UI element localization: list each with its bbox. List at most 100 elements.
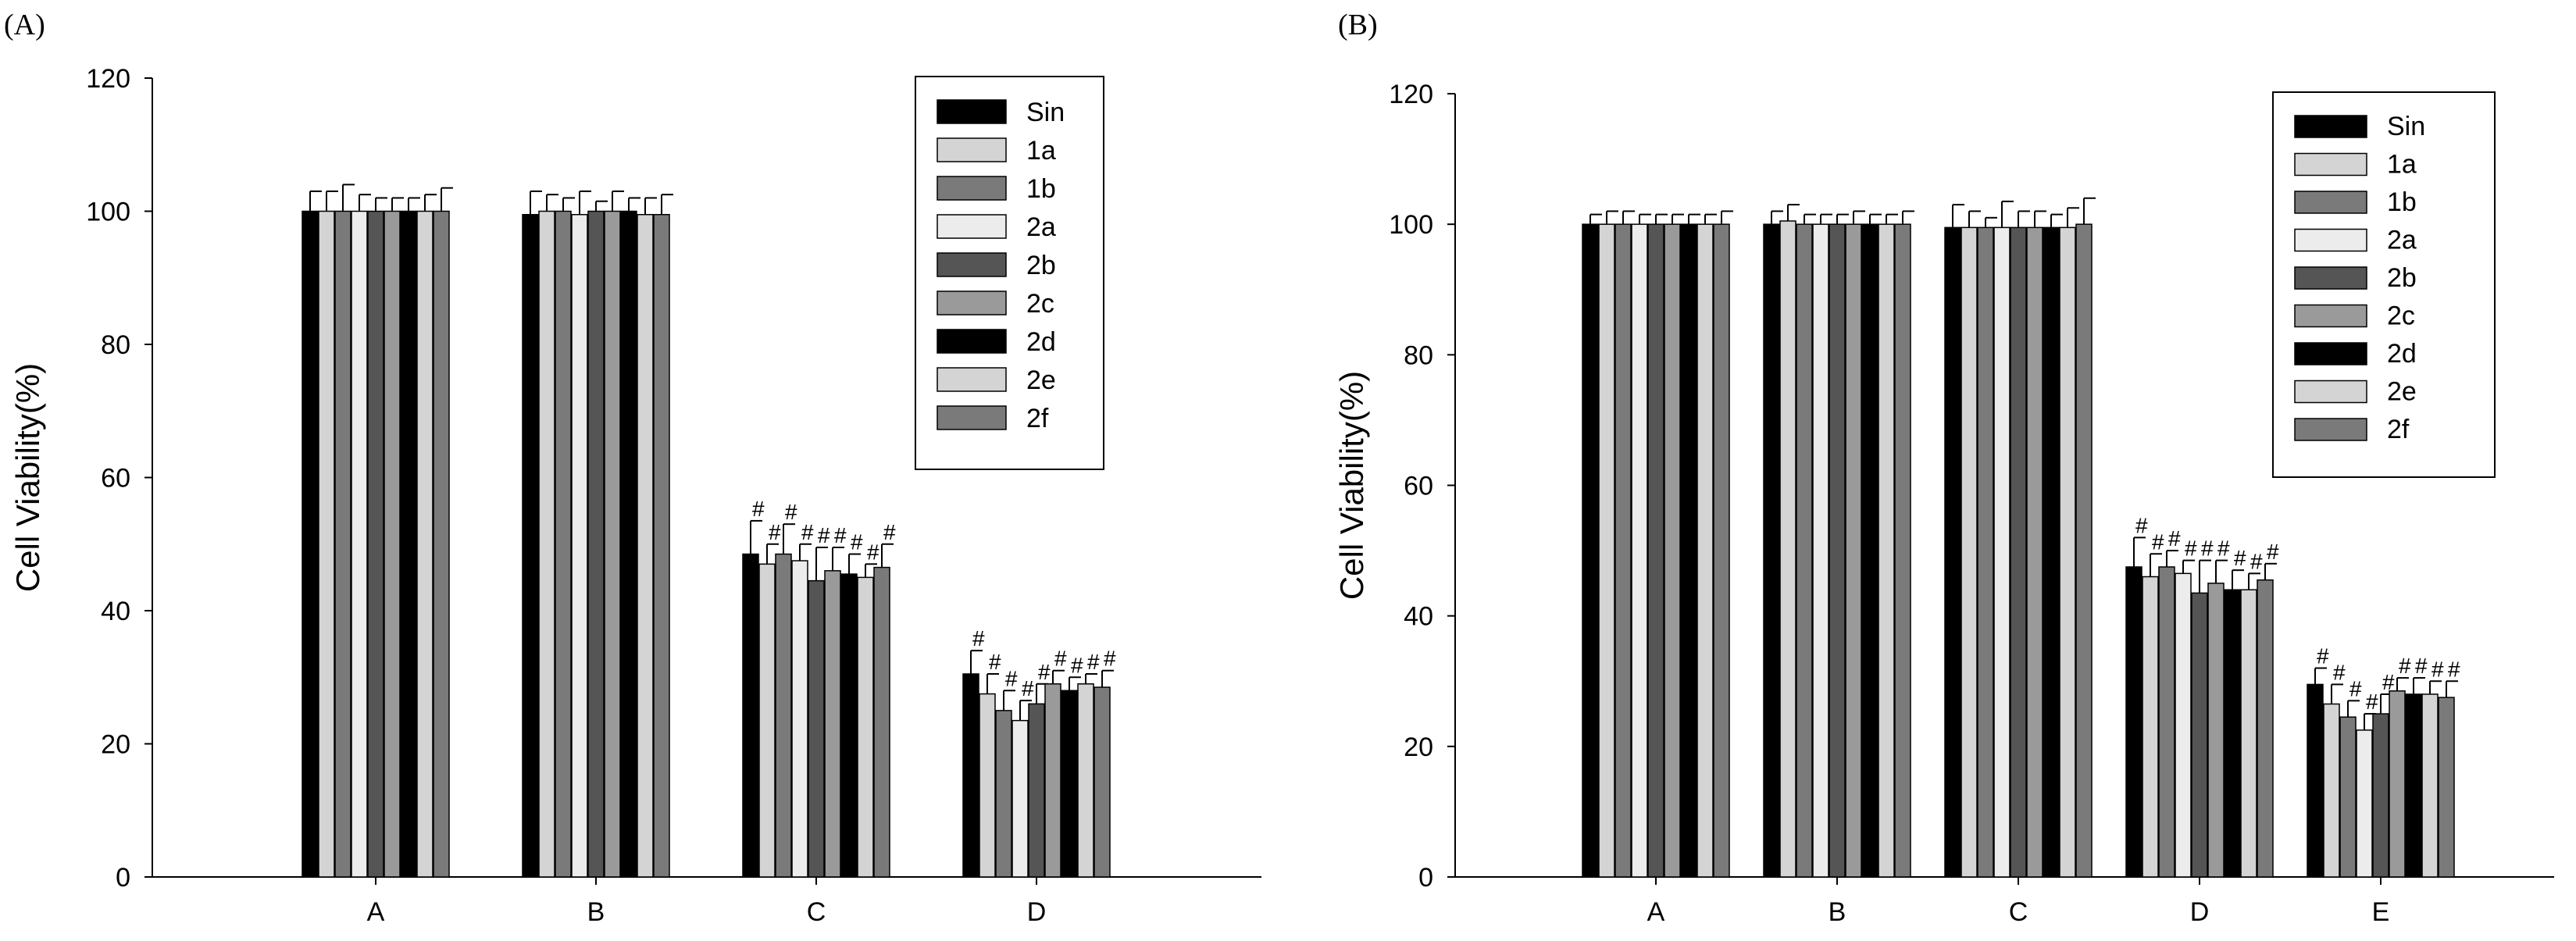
legend-label-2e: 2e [2387, 377, 2417, 407]
legend-swatch-1b [937, 176, 1007, 201]
panel-b: (B) Cell Viability(%) 0 20 40 60 80 100 120 A B C D #… [1333, 9, 2554, 927]
significance-marker: # [1071, 653, 1083, 677]
bar-2a-A [1631, 223, 1648, 878]
significance-marker: # [1022, 676, 1034, 700]
bar-1a-A [318, 210, 335, 878]
legend-swatch-2d [2294, 342, 2367, 365]
significance-marker: # [851, 530, 863, 554]
y-tick-label: 120 [86, 64, 130, 94]
bar-1a-B [1779, 220, 1796, 878]
legend-label-Sin: Sin [1026, 98, 1065, 127]
significance-marker: # [1005, 666, 1018, 690]
bar-Sin-E [2307, 683, 2324, 878]
bar-Sin-A [1582, 223, 1599, 878]
bar-2b-A [367, 210, 384, 878]
bar-1a-C [758, 563, 776, 878]
bar-Sin-A [301, 210, 319, 878]
legend-label-1b: 1b [1026, 174, 1056, 204]
legend-swatch-2a [937, 214, 1007, 239]
legend-label-1a: 1a [1026, 136, 1056, 166]
significance-marker: # [1104, 647, 1116, 671]
significance-marker: # [2234, 546, 2246, 570]
significance-marker: # [2185, 536, 2197, 561]
bar-2b-D [1028, 703, 1045, 878]
bar-2c-D [1044, 683, 1061, 878]
y-tick-label: 40 [101, 597, 130, 626]
x-tick-label: B [1829, 897, 1846, 927]
bar-2a-B [1812, 223, 1829, 878]
bar-Sin-C [1944, 226, 1961, 878]
significance-marker: # [2366, 690, 2378, 714]
significance-marker: # [801, 520, 814, 544]
bar-1b-A [334, 210, 351, 878]
y-axis-title: Cell Viability(%) [1333, 371, 1370, 600]
significance-marker: # [2152, 529, 2164, 554]
bar-2f-B [1894, 223, 1911, 878]
bar-2a-B [571, 214, 588, 878]
legend-swatch-1a [937, 137, 1007, 162]
legend-swatch-2c [937, 290, 1007, 315]
significance-marker: # [2168, 526, 2181, 551]
significance-marker: # [769, 520, 781, 544]
significance-marker: # [2432, 657, 2444, 681]
significance-marker: # [989, 650, 1001, 674]
significance-marker: # [1038, 660, 1051, 684]
significance-marker: # [834, 523, 847, 547]
bar-1a-B [538, 210, 555, 878]
significance-marker: # [2382, 670, 2395, 694]
legend-swatch-Sin [2294, 115, 2367, 138]
bar-2b-A [1647, 223, 1664, 878]
bar-2d-B [620, 210, 637, 878]
bar-2e-D [2240, 589, 2257, 878]
bar-2d-E [2405, 693, 2422, 878]
bar-1b-D [2158, 566, 2175, 878]
legend-swatch-2b [2294, 266, 2367, 290]
bar-2a-C [791, 560, 808, 878]
bar-2e-C [857, 576, 874, 878]
bar-2e-B [637, 214, 654, 878]
significance-marker: # [1054, 647, 1067, 671]
legend-label-2f: 2f [1026, 404, 1049, 433]
legend-label-2f: 2f [2387, 415, 2410, 444]
legend-label-1b: 1b [2387, 187, 2417, 217]
legend-swatch-2a [2294, 228, 2367, 252]
bar-2f-C [873, 566, 890, 878]
bar-1b-C [1977, 226, 1994, 878]
legend-label-2b: 2b [1026, 251, 1056, 280]
significance-marker: # [2415, 654, 2428, 678]
bar-2e-D [1077, 683, 1094, 878]
bar-2f-D [1094, 686, 1111, 878]
legend-label-2d: 2d [2387, 339, 2417, 369]
significance-marker: # [2135, 513, 2148, 537]
bar-1b-E [2339, 716, 2357, 878]
y-tick-label: 20 [101, 730, 130, 760]
bar-1b-B [1796, 223, 1813, 878]
bar-Sin-B [522, 214, 539, 878]
bar-2c-A [384, 210, 401, 878]
bar-2c-A [1664, 223, 1681, 878]
bar-2f-B [653, 214, 670, 878]
y-tick-label: 0 [1418, 863, 1433, 893]
bar-2c-D [2207, 583, 2225, 878]
bar-2d-C [840, 573, 858, 878]
y-tick-label: 20 [1404, 732, 1433, 762]
significance-marker: # [2349, 676, 2362, 700]
significance-marker: # [2399, 654, 2411, 678]
bar-2c-E [2389, 690, 2406, 878]
x-tick-label: B [587, 897, 605, 927]
bar-2f-A [1713, 223, 1730, 878]
x-tick-label: C [2009, 897, 2028, 927]
significance-marker: # [818, 523, 830, 547]
bar-1a-D [2142, 576, 2159, 878]
significance-marker: # [867, 540, 879, 564]
bar-2d-C [2043, 226, 2060, 878]
x-tick-label: C [807, 897, 826, 927]
legend-label-2c: 2c [2387, 301, 2415, 331]
bar-1a-C [1961, 226, 1978, 878]
significance-marker: # [2317, 644, 2329, 668]
bar-2d-D [1061, 690, 1078, 878]
bar-Sin-C [742, 553, 759, 878]
bar-2a-C [1993, 226, 2010, 878]
bar-Sin-D [962, 673, 979, 878]
bar-2c-C [2026, 226, 2043, 878]
